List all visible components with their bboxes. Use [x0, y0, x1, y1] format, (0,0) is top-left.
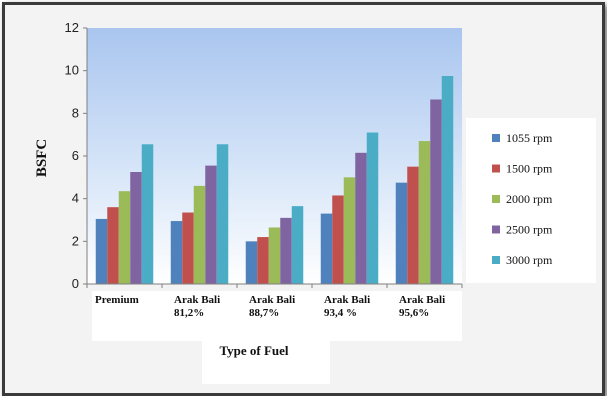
y-tick-label: 2 [72, 233, 79, 248]
bar [141, 144, 154, 284]
y-tick-label: 0 [72, 276, 79, 291]
bar [182, 212, 194, 284]
legend-panel [466, 118, 596, 283]
legend-swatch [492, 134, 500, 142]
legend-swatch [492, 195, 500, 203]
bars [95, 76, 454, 284]
bar [118, 191, 131, 284]
category-label-line: 93,4 % [324, 307, 357, 319]
bar [430, 99, 442, 284]
legend-entry: 1055 rpm [506, 131, 553, 145]
bar [95, 218, 108, 284]
x-axis: Premium Arak Bali 81,2%Arak Bali 88,7%Arak … [86, 283, 463, 319]
legend-swatch [492, 256, 500, 264]
category-label-line: 95,6% [399, 307, 429, 319]
category-label: Arak Bali 93,4 % [324, 294, 370, 319]
bar [320, 213, 333, 284]
bar [245, 241, 258, 284]
bar [216, 144, 229, 284]
legend-entry: 1500 rpm [506, 162, 553, 176]
legend-swatch [492, 164, 500, 173]
bar [366, 132, 379, 284]
category-label-line: Arak Bali [174, 294, 220, 306]
bar [268, 227, 281, 284]
bar [343, 177, 356, 284]
legend-entry: 2500 rpm [506, 223, 553, 237]
category-label-line: Arak Bali [324, 294, 370, 306]
bar [205, 165, 217, 284]
category-label-line: 81,2% [174, 307, 204, 319]
bar [332, 195, 344, 284]
bar [170, 221, 183, 284]
category-label-line: 88,7% [249, 307, 279, 319]
y-tick-label: 8 [72, 105, 79, 120]
category-label-panel [92, 291, 462, 341]
bar [280, 217, 292, 284]
y-tick-label: 4 [72, 191, 79, 206]
category-label: Arak Bali 81,2% [174, 294, 220, 319]
legend-entry: 2000 rpm [506, 192, 553, 206]
legend-swatch [492, 225, 500, 234]
category-label: Arak Bali 95,6% [399, 294, 445, 319]
bar [193, 185, 206, 284]
y-axis-title: BSFC [34, 139, 50, 177]
y-tick-label: 6 [72, 148, 79, 163]
bar [257, 237, 269, 284]
category-label-line: Premium [95, 294, 139, 306]
y-tick-label: 10 [65, 63, 79, 78]
bar [291, 206, 304, 284]
bar [418, 141, 431, 284]
bar [130, 172, 142, 284]
x-axis-title-panel [202, 340, 330, 384]
bar [407, 166, 419, 284]
x-axis-title: Type of Fuel [219, 343, 288, 358]
category-label-line: Arak Bali [399, 294, 445, 306]
y-tick-label: 12 [65, 20, 79, 35]
category-label: Arak Bali 88,7% [249, 294, 295, 319]
bar [355, 152, 367, 284]
legend-entry: 3000 rpm [506, 253, 553, 267]
category-label-line: Arak Bali [249, 294, 295, 306]
bar [107, 207, 119, 284]
category-label: Premium [95, 294, 139, 306]
legend: 1055 rpm 1500 rpm 2000 rpm 2500 rpm 3000 rpm [492, 131, 553, 267]
bar [441, 76, 454, 284]
bar [395, 182, 408, 284]
y-axis: 0 2 4 6 8 10 12 [65, 20, 88, 291]
